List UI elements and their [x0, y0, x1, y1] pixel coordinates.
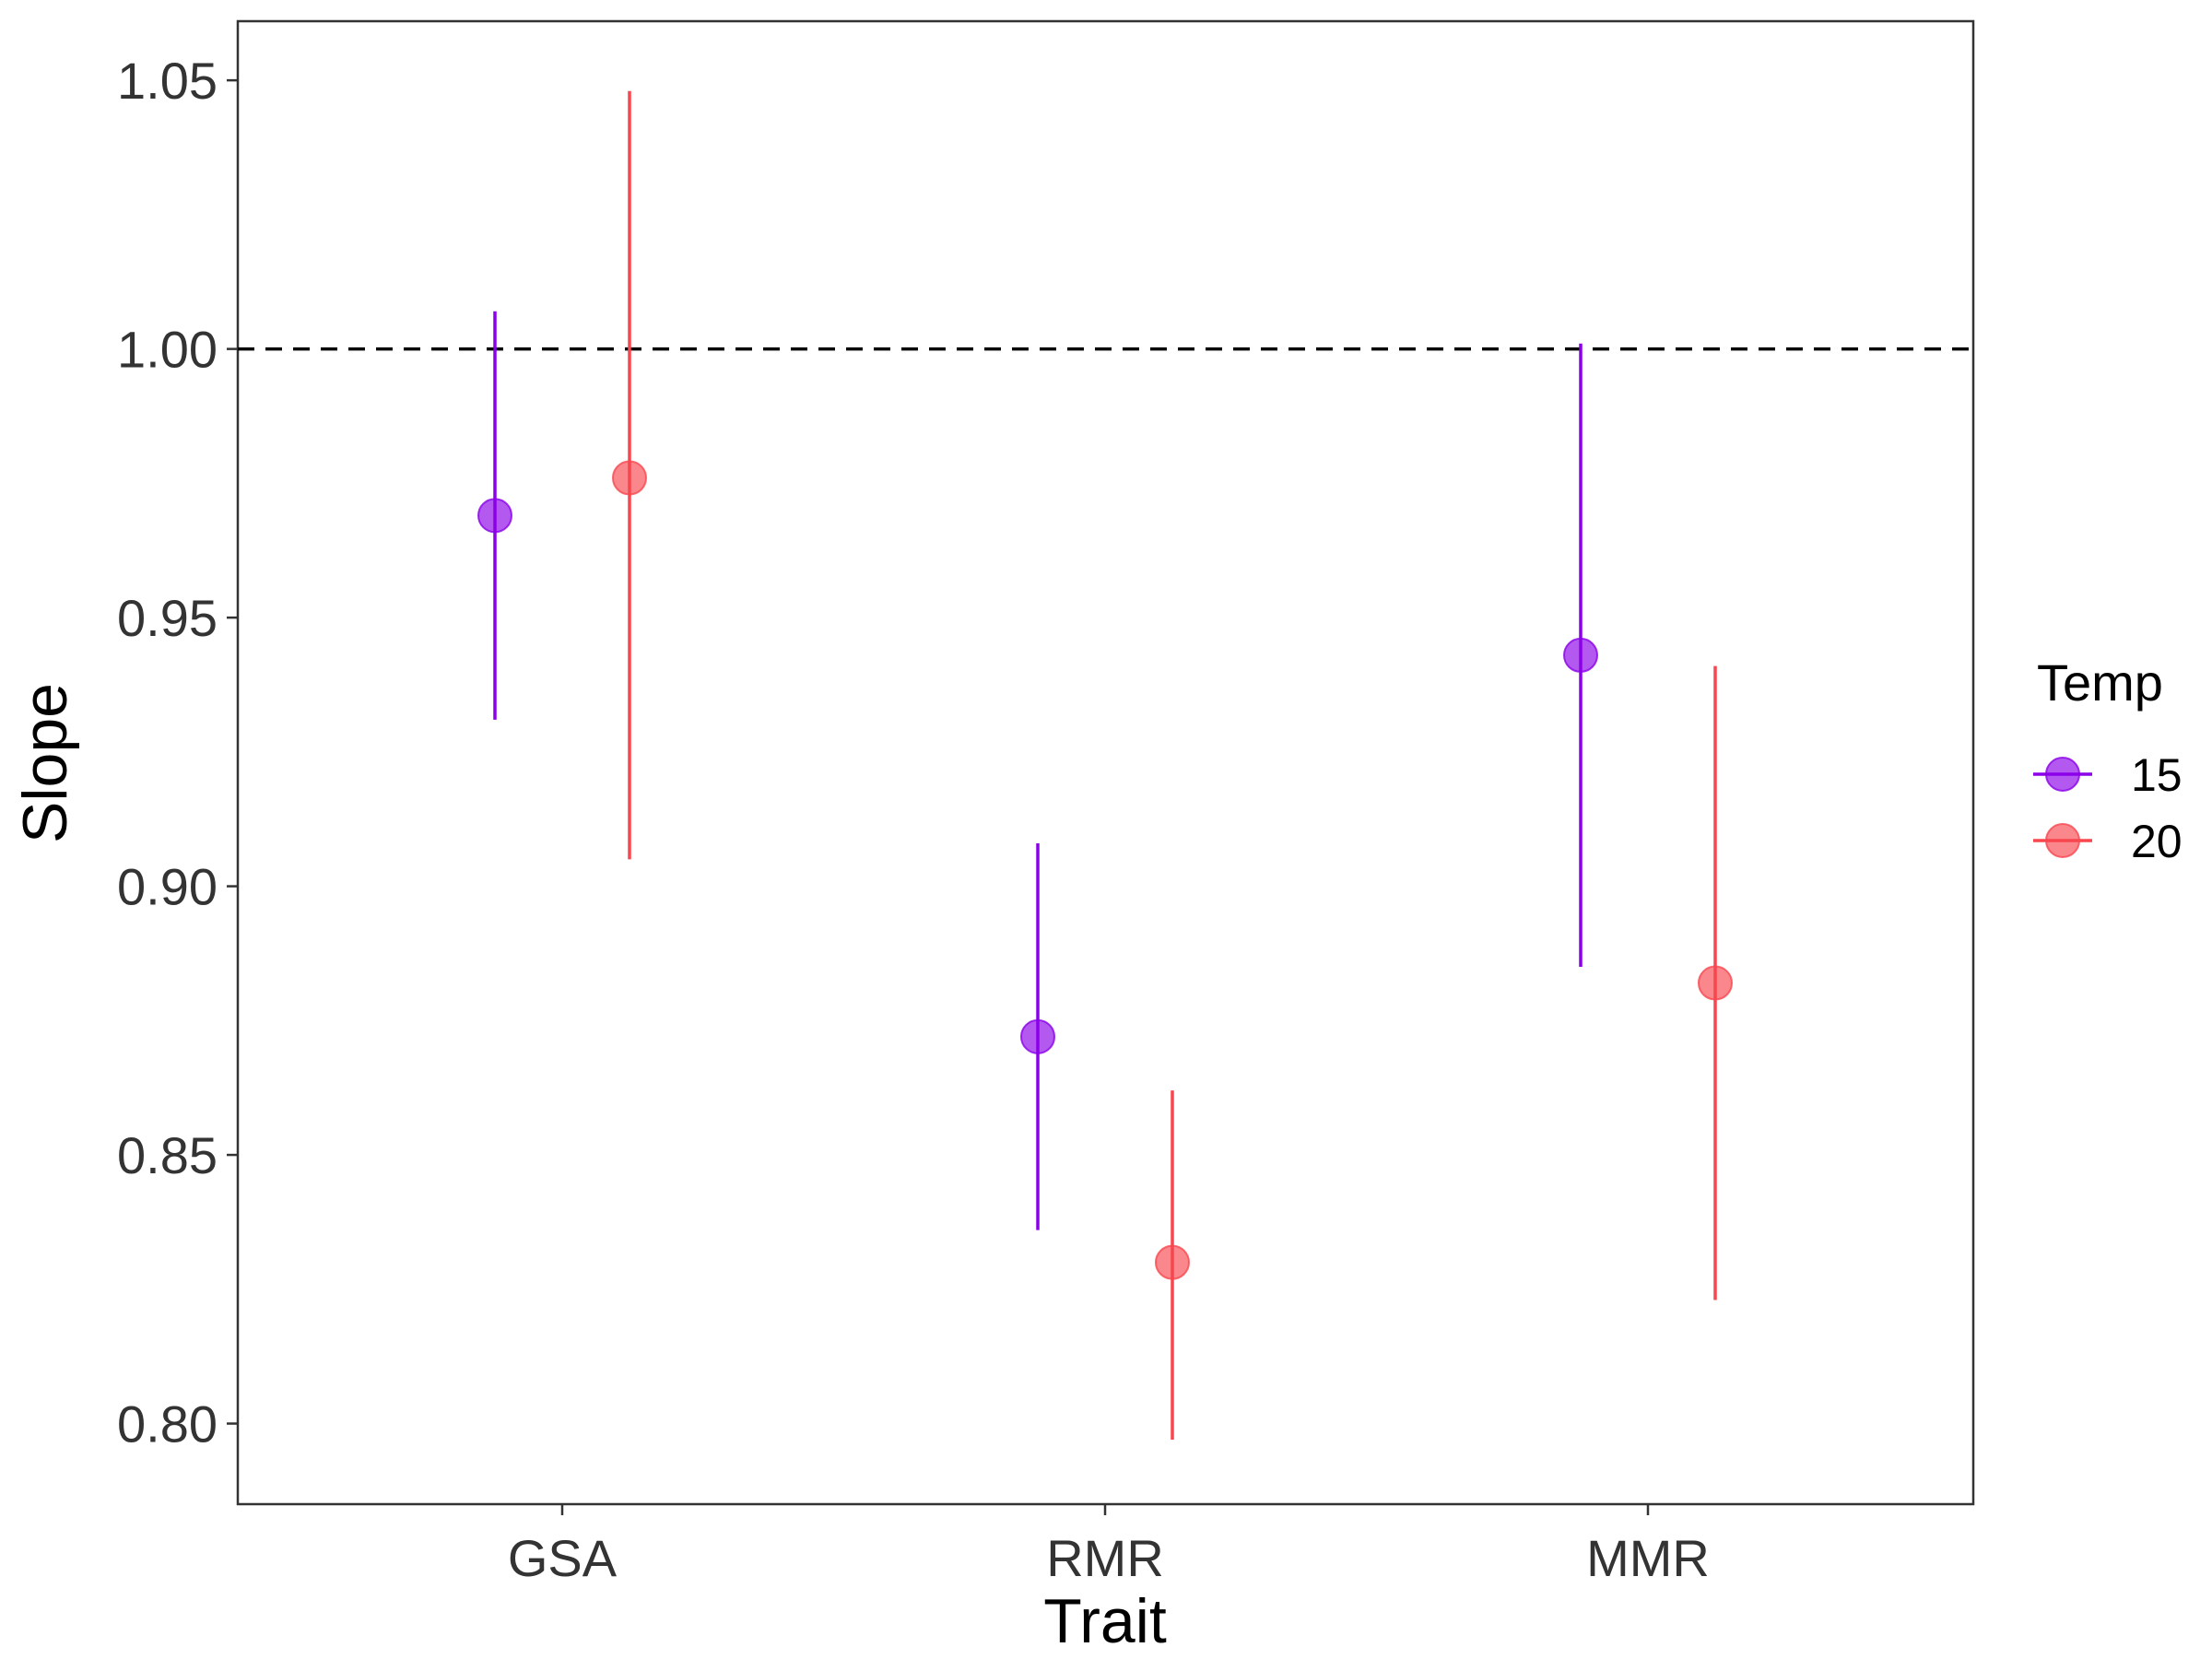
- y-axis-title: Slope: [10, 683, 80, 843]
- x-axis-title: Trait: [1043, 1586, 1167, 1656]
- legend-key-point: [2045, 757, 2080, 792]
- legend-key-point: [2045, 823, 2080, 858]
- data-point: [1020, 1018, 1055, 1054]
- y-tick-label: 0.85: [117, 1126, 218, 1184]
- y-tick-label: 1.05: [117, 52, 218, 110]
- data-point: [1563, 637, 1598, 673]
- y-tick-label: 1.00: [117, 321, 218, 379]
- data-point: [612, 460, 647, 496]
- data-point: [1698, 965, 1733, 1001]
- y-tick-label: 0.95: [117, 589, 218, 647]
- x-tick-label: MMR: [1586, 1529, 1710, 1587]
- x-tick-label: GSA: [508, 1529, 618, 1587]
- legend-label: 20: [2131, 816, 2183, 867]
- y-tick-label: 0.90: [117, 858, 218, 916]
- x-tick-label: RMR: [1046, 1529, 1164, 1587]
- legend-label: 15: [2131, 749, 2183, 801]
- legend-title: Temp: [2037, 653, 2163, 712]
- data-point: [1155, 1244, 1190, 1280]
- y-tick-label: 0.80: [117, 1395, 218, 1453]
- data-point: [477, 498, 512, 534]
- plot-panel: [236, 19, 1975, 1506]
- legend: Temp 15 20: [2033, 653, 2183, 867]
